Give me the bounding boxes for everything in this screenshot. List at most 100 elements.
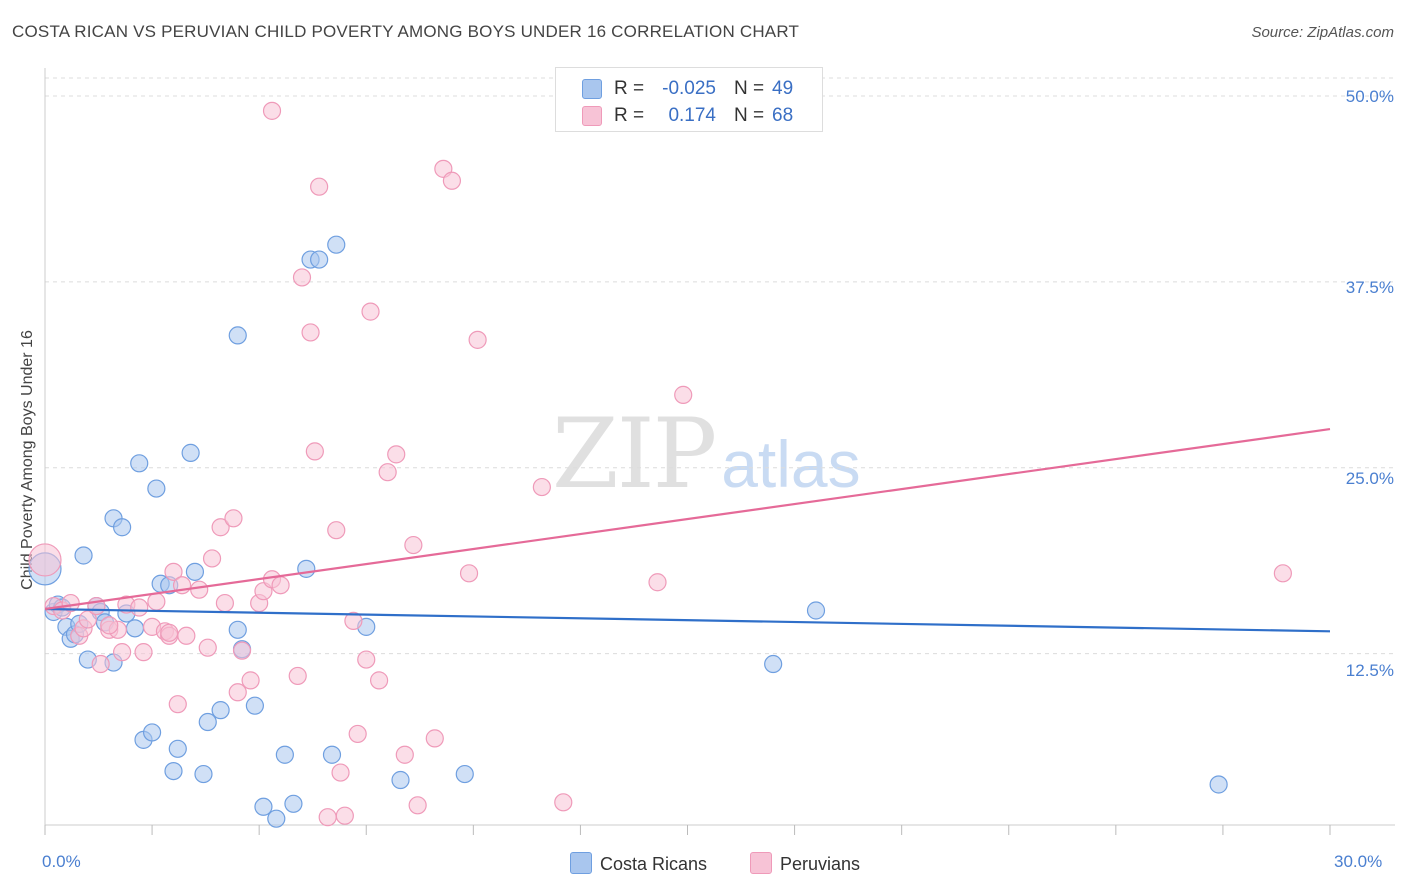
- costa-rican-point: [275, 745, 294, 764]
- peruvian-point: [262, 101, 282, 120]
- legend-r-label: R =: [614, 78, 645, 99]
- costa-rican-point: [764, 654, 783, 674]
- legend-n-value: 49: [772, 78, 794, 99]
- costa-rican-point: [228, 326, 247, 345]
- y-tick-label-50: 50.0%: [1345, 87, 1394, 106]
- costa-rican-point: [228, 620, 247, 639]
- costa-rican-point: [310, 250, 329, 269]
- costa-rican-trend-line: [44, 607, 1331, 633]
- peruvian-point: [425, 729, 444, 748]
- costa-rican-point: [254, 797, 273, 816]
- peruvian-point: [130, 598, 149, 617]
- costa-rican-point: [284, 794, 303, 813]
- peruvian-point: [301, 323, 320, 342]
- bottom-legend-swatch-peruvians: [750, 852, 772, 874]
- legend-n-label: N =: [734, 78, 765, 99]
- peruvian-point: [408, 796, 427, 815]
- peruvian-point: [241, 671, 260, 690]
- costa-rican-point: [194, 764, 213, 784]
- costa-rican-point: [74, 546, 93, 565]
- watermark-main: ZIP: [552, 398, 717, 510]
- costa-rican-point: [147, 479, 166, 498]
- peruvian-point: [28, 543, 62, 577]
- bottom-legend-label-peruvians: Peruvians: [780, 854, 861, 874]
- legend-n-label: N =: [734, 105, 765, 126]
- costa-rican-point: [211, 701, 230, 720]
- peruvian-point: [442, 171, 462, 190]
- peruvian-point: [378, 463, 397, 482]
- peruvian-point: [160, 623, 179, 642]
- zipatlas-watermark: ZIPatlas: [552, 398, 861, 510]
- costa-rican-point: [112, 518, 132, 537]
- peruvian-point: [331, 763, 350, 782]
- peruvian-point: [164, 562, 183, 581]
- peruvian-point: [232, 641, 252, 660]
- peruvian-point: [100, 616, 119, 635]
- y-tick-label-25: 25.0%: [1345, 469, 1394, 488]
- watermark-small: atlas: [721, 427, 861, 501]
- peruvian-point: [288, 666, 307, 686]
- peruvian-point: [147, 592, 166, 611]
- peruvian-point: [202, 549, 222, 568]
- costa-rican-point: [198, 712, 217, 732]
- peruvian-point: [387, 445, 406, 464]
- peruvian-point: [190, 580, 209, 599]
- x-tick-label-0: 0.0%: [42, 852, 81, 871]
- costa-rican-point: [391, 770, 410, 790]
- peruvian-point: [134, 643, 153, 662]
- peruvian-point: [395, 745, 414, 764]
- peruvian-point: [335, 806, 354, 825]
- peruvian-point: [112, 643, 132, 662]
- costa-rican-point: [1209, 775, 1228, 794]
- costa-rican-point: [185, 562, 205, 581]
- costa-rican-point: [455, 764, 474, 784]
- bottom-legend-peruvians: Peruvians: [750, 852, 860, 875]
- peruvian-point: [224, 509, 243, 528]
- peruvian-point: [468, 330, 487, 349]
- costa-rican-point: [267, 809, 286, 828]
- peruvian-point: [318, 808, 337, 827]
- costa-rican-point: [297, 559, 316, 578]
- peruvian-point: [1273, 564, 1292, 583]
- y-tick-label-12-5: 12.5%: [1345, 661, 1394, 680]
- peruvian-trend-line: [44, 427, 1331, 611]
- legend-swatch-peruvians: [582, 106, 602, 126]
- peruvian-point: [215, 593, 234, 613]
- costa-rican-point: [168, 739, 187, 758]
- legend-r-value: -0.025: [662, 78, 716, 99]
- peruvian-point: [211, 518, 230, 537]
- costa-rican-point: [327, 235, 346, 254]
- peruvian-point: [310, 177, 329, 196]
- peruvian-point: [532, 477, 551, 497]
- peruvian-point: [459, 564, 479, 583]
- legend-swatch-costa-ricans: [582, 79, 602, 99]
- bottom-legend-swatch-costa-ricans: [570, 852, 592, 874]
- peruvian-point: [370, 671, 389, 690]
- peruvian-point: [554, 793, 573, 812]
- costa-rican-point: [130, 454, 149, 473]
- costa-rican-point: [164, 761, 183, 781]
- y-tick-label-37-5: 37.5%: [1345, 278, 1394, 297]
- costa-rican-point: [181, 443, 200, 462]
- costa-rican-point: [142, 723, 162, 742]
- peruvian-point: [361, 302, 380, 321]
- peruvian-point: [168, 695, 187, 714]
- peruvian-point: [344, 611, 363, 631]
- legend-row-costa-ricans: R = -0.025 N = 49: [556, 76, 822, 102]
- peruvian-point: [648, 573, 667, 592]
- peruvian-point: [271, 576, 290, 595]
- peruvian-point: [91, 654, 110, 674]
- costa-rican-point: [125, 619, 145, 638]
- legend-r-value: 0.174: [668, 105, 716, 126]
- peruvian-point: [177, 626, 196, 645]
- peruvian-point: [292, 268, 312, 287]
- chart-source: Source: ZipAtlas.com: [1251, 24, 1394, 41]
- bottom-legend-costa-ricans: Costa Ricans: [570, 852, 707, 875]
- legend-n-value: 68: [772, 105, 794, 126]
- peruvian-point: [61, 593, 80, 613]
- legend-r-label: R =: [614, 105, 645, 126]
- costa-rican-point: [806, 601, 826, 620]
- x-tick-label-30: 30.0%: [1334, 852, 1383, 871]
- peruvian-point: [305, 442, 324, 461]
